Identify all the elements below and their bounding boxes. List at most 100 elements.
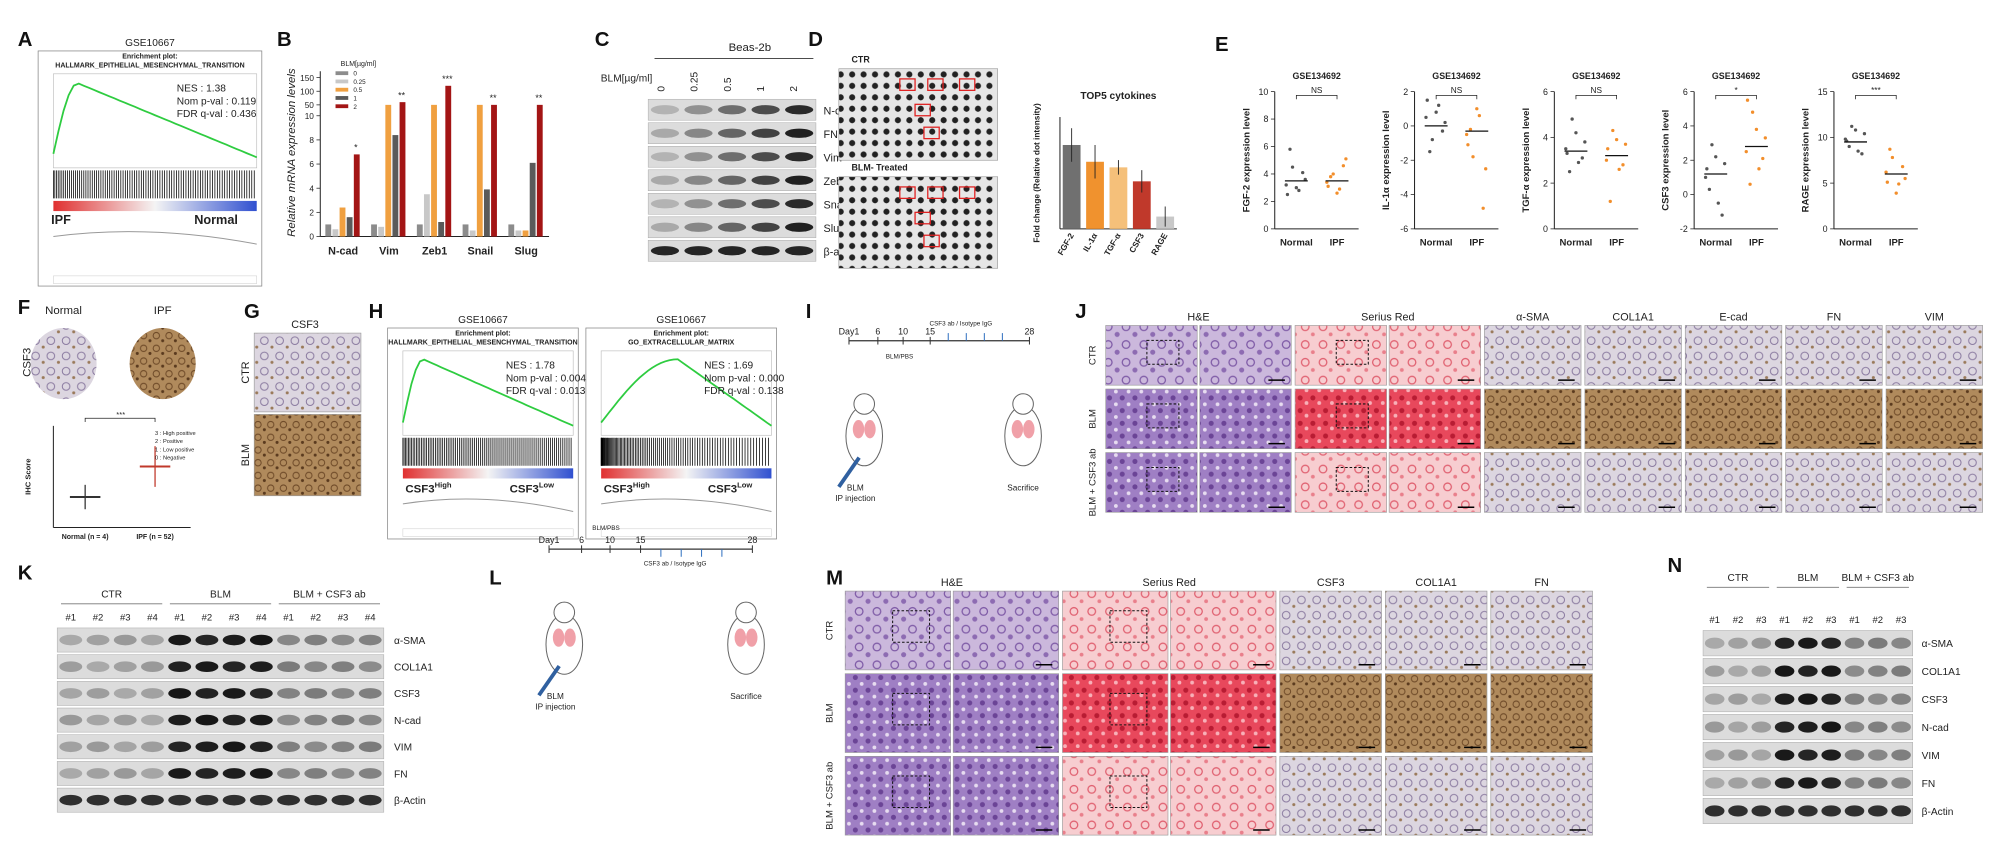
band [195, 768, 219, 779]
panel-letter: E [1215, 34, 1229, 56]
histology [1279, 590, 1382, 671]
highlight-box [899, 186, 916, 200]
band [717, 246, 747, 256]
band [86, 741, 110, 753]
data-point [1761, 156, 1765, 161]
day-label: 28 [747, 535, 757, 545]
rank-metric [402, 498, 574, 513]
band [331, 768, 355, 779]
lane-label: #2 [310, 612, 321, 623]
band [277, 688, 300, 699]
band [1774, 665, 1795, 677]
band [1774, 637, 1795, 649]
histology-low [844, 673, 951, 753]
band [751, 128, 780, 138]
lane-label: 0 [657, 86, 668, 92]
group-label: CSF3High [604, 480, 650, 495]
bar [332, 229, 339, 237]
group-sup: High [435, 480, 452, 489]
antibody-label: CSF3 ab / Isotype IgG [929, 320, 992, 327]
band [277, 661, 300, 673]
bar [325, 224, 332, 237]
y-tick-label: 6 [1543, 87, 1548, 97]
mouse-lung [1011, 420, 1024, 439]
group-sup: Low [539, 480, 554, 489]
x-tick-label: Vim [379, 245, 399, 257]
x-tick-label: IPF [1889, 237, 1904, 248]
band [59, 794, 83, 806]
band [59, 714, 83, 726]
histology-high [1170, 673, 1277, 753]
blot-strip [1702, 658, 1913, 685]
bar [339, 207, 346, 237]
y-tick-label: 5 [1823, 178, 1828, 188]
es-area [53, 73, 258, 169]
column-label: α-SMA [1516, 311, 1550, 323]
mouse-lung [1023, 420, 1035, 439]
band [751, 175, 780, 185]
band [249, 768, 273, 779]
y-tick-label: 2 [1543, 178, 1548, 188]
data-point [1329, 175, 1333, 179]
group-label: IPF [51, 213, 71, 227]
dot-blot [838, 176, 998, 269]
band [141, 714, 164, 726]
panel-letter: D [808, 29, 823, 51]
band [785, 199, 814, 209]
band [1728, 693, 1748, 705]
bar [1062, 144, 1081, 229]
y-tick-label: 0 [1263, 224, 1268, 234]
row-label: BLM + CSF3 ab [1088, 448, 1099, 516]
label: GSE10667 [458, 315, 508, 326]
blot-strip [56, 627, 385, 653]
protein-label: β-Actin [1922, 807, 1954, 818]
es-curve [402, 358, 574, 427]
data-point [1722, 162, 1727, 166]
column-label: H&E [1187, 311, 1209, 323]
mouse-body [845, 405, 884, 467]
rank-bar [402, 468, 574, 479]
band [86, 634, 110, 646]
histology [1279, 755, 1382, 836]
group-sup: Low [737, 480, 752, 489]
data-point [1744, 150, 1748, 154]
legend-label: 2 : Positive [155, 439, 183, 445]
x-tick-label: RAGE [1150, 231, 1170, 257]
data-point [1466, 143, 1470, 147]
plot-title: GSE134692 [1712, 71, 1760, 81]
bar [491, 104, 497, 237]
data-point [1745, 98, 1750, 102]
label: CSF3 [291, 319, 319, 331]
histology-high [1199, 325, 1292, 386]
band [277, 794, 300, 806]
row-label: BLM + CSF3 ab [824, 762, 835, 830]
band [751, 246, 780, 256]
axis-title: Relative mRNA expression levels [286, 68, 298, 237]
data-point [1754, 127, 1759, 132]
label: HALLMARK_EPITHELIAL_MESENCHYMAL_TRANSITI… [55, 62, 244, 69]
bar [469, 230, 476, 237]
label: Beas-2b [729, 42, 772, 54]
histology-high [952, 673, 1059, 753]
row-label: BLM [1088, 409, 1099, 429]
band [1844, 665, 1865, 677]
bar [423, 194, 430, 237]
day-label: 10 [898, 326, 908, 336]
band [1751, 749, 1772, 761]
protein-label: CSF3 [394, 689, 420, 700]
band [222, 661, 246, 673]
band [277, 634, 300, 646]
data-point [1425, 98, 1429, 102]
band [331, 714, 355, 726]
data-point [1294, 186, 1298, 190]
band [222, 741, 246, 753]
band [1774, 693, 1795, 705]
data-point [1481, 206, 1485, 210]
column-label: H&E [941, 577, 963, 589]
protein-label: Vim [824, 153, 842, 165]
band [1821, 693, 1841, 705]
band [1728, 721, 1748, 733]
band [684, 199, 713, 209]
data-point [1344, 157, 1348, 161]
